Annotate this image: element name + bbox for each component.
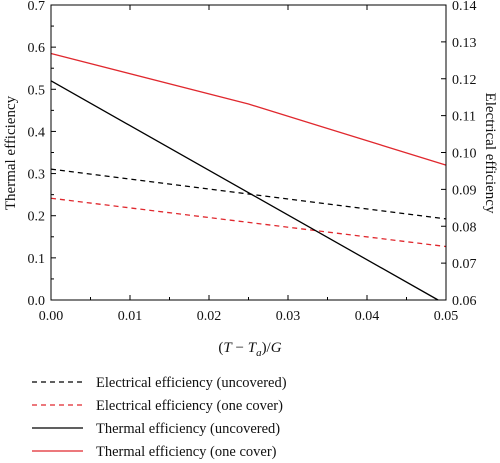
legend: Electrical efficiency (uncovered) Electri… (32, 375, 287, 460)
x-tick-label: 0.02 (197, 309, 222, 324)
legend-label: Thermal efficiency (uncovered) (96, 421, 280, 437)
x-tick-label: 0.05 (434, 309, 459, 324)
y-right-tick-label: 0.13 (452, 36, 477, 51)
y-right-tick-label: 0.14 (452, 0, 477, 14)
y-axis-right-title: Electrical efficiency (482, 93, 498, 214)
y-left-tick-label: 0.2 (28, 210, 46, 225)
y-right-tick-label: 0.07 (452, 257, 477, 272)
y-left-tick-label: 0.7 (28, 0, 46, 14)
series-line-1 (50, 168, 447, 220)
y-left-tick-label: 0.3 (28, 168, 46, 183)
x-tick-label: 0.00 (39, 309, 64, 324)
series-line-4 (50, 52, 447, 166)
y-right-tick-label: 0.06 (452, 294, 477, 309)
y-left-tick-label: 0.5 (28, 83, 46, 98)
legend-label: Electrical efficiency (uncovered) (96, 375, 287, 391)
y-right-tick-label: 0.08 (452, 220, 477, 235)
x-tick-label: 0.04 (355, 309, 380, 324)
plot-frame (50, 4, 447, 301)
x-axis-title: (T − Ta)/G (218, 340, 281, 359)
y-right-tick-label: 0.09 (452, 183, 477, 198)
y-left-tick-label: 0.6 (28, 41, 46, 56)
y-axis-left-title: Thermal efficiency (3, 95, 19, 210)
legend-label: Thermal efficiency (one cover) (96, 444, 277, 460)
x-tick-label: 0.03 (276, 309, 301, 324)
y-right-tick-label: 0.12 (452, 73, 477, 88)
legend-label: Electrical efficiency (one cover) (96, 398, 283, 414)
y-right-tick-label: 0.10 (452, 147, 477, 162)
series-line-3 (50, 80, 439, 301)
y-right-tick-label: 0.11 (452, 110, 476, 125)
y-left-tick-label: 0.1 (28, 252, 46, 267)
y-left-tick-label: 0.4 (28, 125, 46, 140)
series-line-2 (50, 197, 447, 248)
y-left-tick-label: 0.0 (28, 294, 46, 309)
x-tick-label: 0.01 (118, 309, 143, 324)
